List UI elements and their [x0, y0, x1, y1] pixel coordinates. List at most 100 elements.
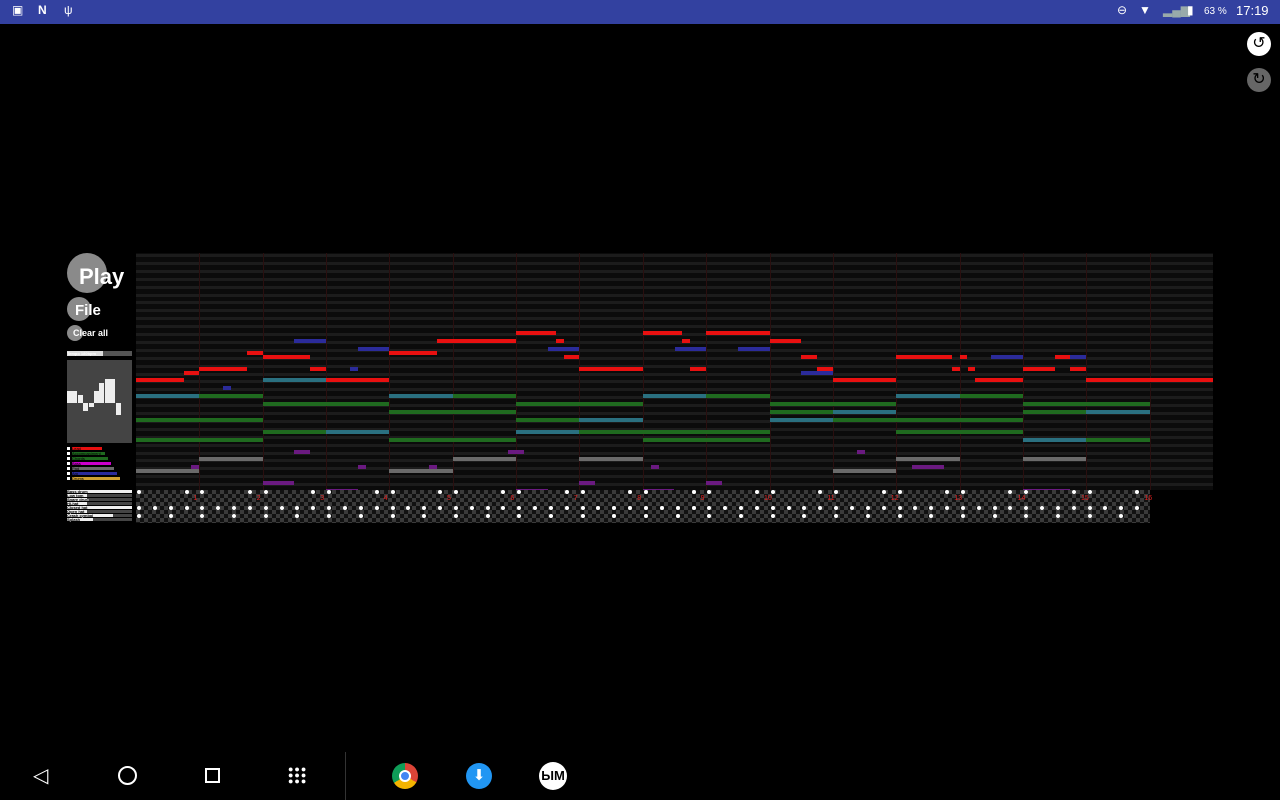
step-dot[interactable]: [992, 506, 997, 510]
note[interactable]: [516, 402, 580, 407]
step-dot[interactable]: [849, 506, 854, 510]
note[interactable]: [991, 354, 1023, 359]
step-dot[interactable]: [1103, 506, 1108, 510]
step-dot[interactable]: [659, 506, 664, 510]
step-dot[interactable]: [548, 514, 553, 518]
note[interactable]: [262, 378, 327, 383]
step-dot[interactable]: [960, 506, 965, 510]
note[interactable]: [191, 465, 200, 470]
step-dot[interactable]: [200, 506, 205, 510]
step-dot[interactable]: [754, 506, 759, 510]
step-dot[interactable]: [453, 506, 458, 510]
step-dot[interactable]: [628, 506, 633, 510]
step-dot[interactable]: [881, 490, 886, 494]
note[interactable]: [856, 449, 865, 454]
note[interactable]: [769, 338, 802, 343]
legend-checkbox[interactable]: [67, 457, 70, 460]
legend-checkbox[interactable]: [67, 477, 70, 480]
note[interactable]: [769, 417, 833, 422]
step-dot[interactable]: [1087, 506, 1092, 510]
home-button[interactable]: [118, 766, 137, 785]
level-bar[interactable]: [88, 403, 94, 407]
step-dot[interactable]: [1024, 506, 1029, 510]
step-dot[interactable]: [945, 506, 950, 510]
note[interactable]: [959, 429, 1023, 434]
step-dot[interactable]: [390, 490, 395, 494]
legend-item[interactable]: [72, 467, 114, 470]
note[interactable]: [555, 338, 564, 343]
step-dot[interactable]: [184, 506, 189, 510]
note[interactable]: [547, 346, 580, 351]
step-dot[interactable]: [279, 506, 284, 510]
note[interactable]: [1022, 366, 1055, 371]
note[interactable]: [389, 394, 453, 399]
step-dot[interactable]: [1135, 506, 1140, 510]
step-dot[interactable]: [517, 490, 522, 494]
note[interactable]: [832, 417, 897, 422]
step-dot[interactable]: [897, 506, 902, 510]
step-dot[interactable]: [1071, 490, 1076, 494]
recents-button[interactable]: [205, 768, 220, 783]
step-dot[interactable]: [691, 506, 696, 510]
note[interactable]: [199, 457, 263, 462]
note[interactable]: [326, 429, 390, 434]
legend-item[interactable]: [72, 472, 117, 475]
note[interactable]: [452, 338, 517, 343]
note[interactable]: [801, 370, 833, 375]
step-sequencer[interactable]: 1 2 3 4 5 6 7 8 9 10 11 12 13 14 15 16: [136, 490, 1152, 523]
note[interactable]: [436, 338, 453, 343]
note[interactable]: [429, 465, 437, 470]
note[interactable]: [896, 354, 952, 359]
step-dot[interactable]: [1071, 506, 1076, 510]
note[interactable]: [262, 354, 311, 359]
step-dot[interactable]: [754, 490, 759, 494]
note[interactable]: [199, 394, 263, 399]
legend-checkbox[interactable]: [67, 452, 70, 455]
note[interactable]: [223, 386, 232, 391]
note[interactable]: [508, 449, 525, 454]
step-dot[interactable]: [723, 506, 728, 510]
note[interactable]: [516, 429, 580, 434]
step-dot[interactable]: [327, 506, 332, 510]
step-dot[interactable]: [945, 490, 950, 494]
legend-item[interactable]: [72, 477, 120, 480]
step-dot[interactable]: [834, 514, 839, 518]
note[interactable]: [452, 437, 517, 442]
step-dot[interactable]: [548, 506, 553, 510]
step-dot[interactable]: [232, 506, 237, 510]
note[interactable]: [579, 457, 643, 462]
step-dot[interactable]: [960, 514, 965, 518]
step-dot[interactable]: [311, 490, 316, 494]
step-dot[interactable]: [707, 490, 712, 494]
note[interactable]: [1086, 437, 1150, 442]
note[interactable]: [246, 350, 263, 355]
level-bar[interactable]: [110, 379, 116, 403]
note[interactable]: [896, 429, 960, 434]
step-dot[interactable]: [770, 506, 775, 510]
tempo-slider[interactable]: Tempo 180bpm: [67, 351, 132, 356]
legend-checkbox[interactable]: [67, 472, 70, 475]
step-dot[interactable]: [818, 490, 823, 494]
step-dot[interactable]: [881, 506, 886, 510]
level-bar[interactable]: [115, 403, 121, 415]
note[interactable]: [832, 402, 897, 407]
note[interactable]: [1022, 457, 1087, 462]
step-dot[interactable]: [739, 514, 744, 518]
step-dot[interactable]: [691, 490, 696, 494]
step-dot[interactable]: [770, 514, 775, 518]
step-dot[interactable]: [580, 514, 585, 518]
step-dot[interactable]: [802, 514, 807, 518]
legend-item[interactable]: [72, 457, 108, 460]
note[interactable]: [389, 410, 453, 414]
note[interactable]: [975, 378, 1023, 383]
note[interactable]: [642, 331, 683, 335]
note[interactable]: [136, 378, 184, 383]
step-dot[interactable]: [327, 514, 332, 518]
level-bar[interactable]: [67, 391, 72, 403]
note[interactable]: [357, 346, 390, 351]
note[interactable]: [1086, 410, 1150, 414]
step-dot[interactable]: [422, 514, 427, 518]
note[interactable]: [642, 437, 707, 442]
note[interactable]: [563, 354, 580, 359]
step-dot[interactable]: [390, 506, 395, 510]
